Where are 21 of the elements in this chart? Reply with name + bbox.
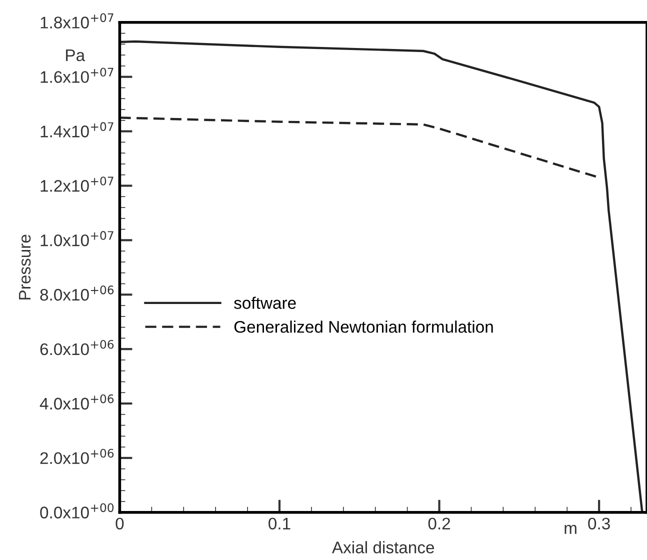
text: m: [564, 524, 576, 534]
y-tick-label: 1.2x10$^{+07}$: [40, 176, 114, 192]
legend-label: software: [234, 296, 296, 309]
line-series: [120, 40, 644, 512]
y-axis-title: Pressure: [19, 234, 31, 300]
x-axis-title: Axial distance: [332, 541, 434, 554]
y-tick-label: 6.0x10$^{+06}$: [40, 340, 114, 356]
y-tick-label: 1.0x10$^{+07}$: [40, 231, 114, 246]
x-tick-label: 0: [116, 518, 124, 530]
text: Pa: [66, 50, 86, 62]
legend-label: Generalized Newtonian formulation: [234, 320, 493, 333]
y-tick-label: 1.4x10$^{+07}$: [40, 122, 114, 138]
y-tick-label: 1.6x10$^{+07}$: [40, 68, 114, 83]
y-tick-label: 2.0x10$^{+06}$: [40, 448, 114, 464]
y-tick-label: 1.8x10$^{+07}$: [40, 13, 114, 28]
x-tick-label: 0.2: [428, 518, 450, 530]
x-tick-label: 0.1: [268, 518, 290, 530]
y-tick-label: 0.0x10$^{+00}$: [40, 503, 114, 518]
y-tick-label: 8.0x10$^{+06}$: [40, 285, 114, 301]
x-tick-label: 0.3: [588, 518, 610, 530]
y-tick-label: 4.0x10$^{+06}$: [40, 394, 114, 410]
